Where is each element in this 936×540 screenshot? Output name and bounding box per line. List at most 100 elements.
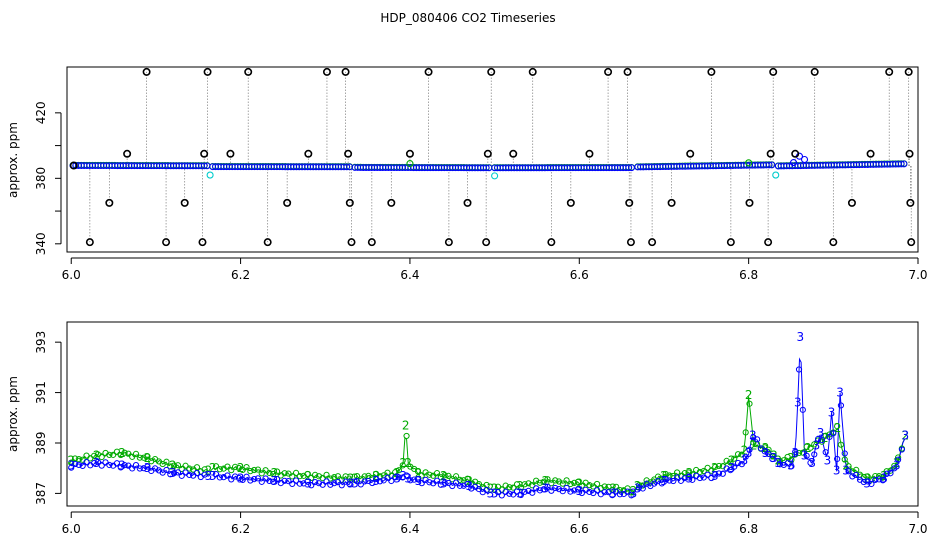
bottom-point-secondary xyxy=(593,480,601,488)
bottom-point-secondary xyxy=(544,476,551,483)
top-raw-points xyxy=(69,67,916,247)
top-connector-lines xyxy=(73,71,912,243)
bottom-point-primary xyxy=(517,491,524,499)
bottom-point-secondary xyxy=(868,476,875,483)
top-raw-point xyxy=(585,149,594,158)
bottom-point-primary xyxy=(544,483,551,490)
bottom-point-primary xyxy=(468,485,475,492)
bottom-point-secondary xyxy=(289,473,296,480)
bottom-marker-secondary: 2 xyxy=(209,461,217,475)
bottom-point-primary xyxy=(780,461,787,469)
bottom-point-primary xyxy=(712,471,719,478)
bottom-point-primary xyxy=(506,490,513,497)
bottom-marker-secondary: 2 xyxy=(834,421,842,435)
bottom-marker-primary: 3 xyxy=(794,396,802,410)
bottom-y-tick-label: 393 xyxy=(34,331,48,354)
top-y-tick-label: 420 xyxy=(34,101,48,124)
bottom-marker-secondary: 2 xyxy=(415,466,423,480)
bottom-point-secondary xyxy=(651,476,658,483)
top-y-axis: 340 380 420 xyxy=(34,101,62,255)
bottom-point-primary xyxy=(132,462,140,469)
bottom-marker-secondary: 2 xyxy=(804,441,812,455)
top-raw-point xyxy=(226,149,235,158)
bottom-point-secondary xyxy=(445,472,452,479)
bottom-marker-primary: 3 xyxy=(575,484,583,498)
bottom-point-secondary xyxy=(715,462,723,470)
top-raw-point xyxy=(907,238,916,247)
top-raw-point xyxy=(69,161,78,170)
bottom-point-secondary xyxy=(254,466,262,473)
bottom-x-tick-label: 6.4 xyxy=(400,522,419,536)
bottom-point-primary xyxy=(300,480,307,487)
bottom-point-primary xyxy=(433,477,441,484)
bottom-marker-secondary: 2 xyxy=(393,466,401,480)
top-x-tick-label: 7.0 xyxy=(908,268,927,282)
bottom-marker-primary: 3 xyxy=(415,474,423,488)
bottom-point-primary xyxy=(898,446,906,453)
bottom-x-tick-label: 6.6 xyxy=(570,522,589,536)
bottom-marker-secondary: 2 xyxy=(351,471,359,485)
bottom-point-secondary xyxy=(418,472,425,479)
bottom-point-primary xyxy=(536,487,544,494)
bottom-point-primary xyxy=(814,435,822,443)
bottom-point-primary xyxy=(182,469,189,476)
top-raw-point xyxy=(198,238,207,247)
bottom-point-primary xyxy=(369,479,376,487)
bottom-point-secondary xyxy=(323,471,330,478)
bottom-point-secondary xyxy=(552,477,559,484)
bottom-marker-primary: 3 xyxy=(749,428,757,442)
bottom-marker-primary: 3 xyxy=(762,446,770,460)
bottom-point-primary xyxy=(624,488,631,495)
bottom-marker-secondary: 2 xyxy=(741,444,749,458)
bottom-point-primary xyxy=(418,480,425,487)
top-point-primary xyxy=(900,160,908,168)
bottom-point-primary xyxy=(567,488,574,495)
bottom-point-primary xyxy=(822,449,829,456)
top-x-tick-label: 6.2 xyxy=(231,268,250,282)
bottom-point-primary xyxy=(670,477,677,485)
bottom-point-primary xyxy=(658,480,665,487)
bottom-marker-primary: 3 xyxy=(833,464,841,478)
bottom-point-primary xyxy=(79,462,86,470)
bottom-point-primary xyxy=(449,482,456,490)
bottom-point-primary xyxy=(860,478,867,486)
bottom-marker-primary: 3 xyxy=(880,471,888,485)
bottom-point-primary xyxy=(868,480,875,488)
bottom-point-primary xyxy=(456,482,463,489)
bottom-point-primary xyxy=(319,481,326,488)
top-raw-point xyxy=(85,238,94,247)
top-raw-point xyxy=(344,149,353,158)
bottom-point-secondary xyxy=(891,462,898,469)
bottom-point-primary xyxy=(90,460,98,467)
bottom-series-lines xyxy=(70,357,905,496)
bottom-point-primary xyxy=(746,446,753,453)
bottom-point-primary xyxy=(273,475,281,483)
bottom-point-secondary xyxy=(113,448,121,455)
bottom-marker-primary: 3 xyxy=(372,474,380,488)
bottom-point-primary xyxy=(689,476,696,483)
bottom-point-primary xyxy=(883,470,890,477)
top-raw-point xyxy=(667,198,676,207)
bottom-point-primary xyxy=(845,468,852,475)
bottom-chart-frame xyxy=(66,321,919,507)
bottom-point-primary xyxy=(136,465,143,472)
bottom-point-secondary xyxy=(125,450,132,457)
bottom-point-secondary xyxy=(704,464,711,471)
bottom-point-secondary xyxy=(247,468,254,475)
top-chart-frame xyxy=(66,66,919,253)
bottom-point-primary xyxy=(872,476,879,483)
bottom-marker-secondary: 2 xyxy=(660,469,668,483)
bottom-point-primary xyxy=(875,476,883,483)
bottom-point-primary xyxy=(483,486,490,494)
bottom-point-primary xyxy=(559,488,566,495)
bottom-point-secondary xyxy=(834,423,841,430)
bottom-marker-secondary: 2 xyxy=(399,456,407,470)
top-x-axis: 6.0 6.2 6.4 6.6 6.8 7.0 xyxy=(62,257,928,282)
bottom-point-primary xyxy=(140,465,147,472)
bottom-point-primary xyxy=(361,478,368,485)
top-raw-point xyxy=(626,238,635,247)
top-raw-point xyxy=(905,149,914,158)
bottom-point-primary xyxy=(673,474,681,481)
bottom-marker-secondary: 2 xyxy=(745,388,753,402)
